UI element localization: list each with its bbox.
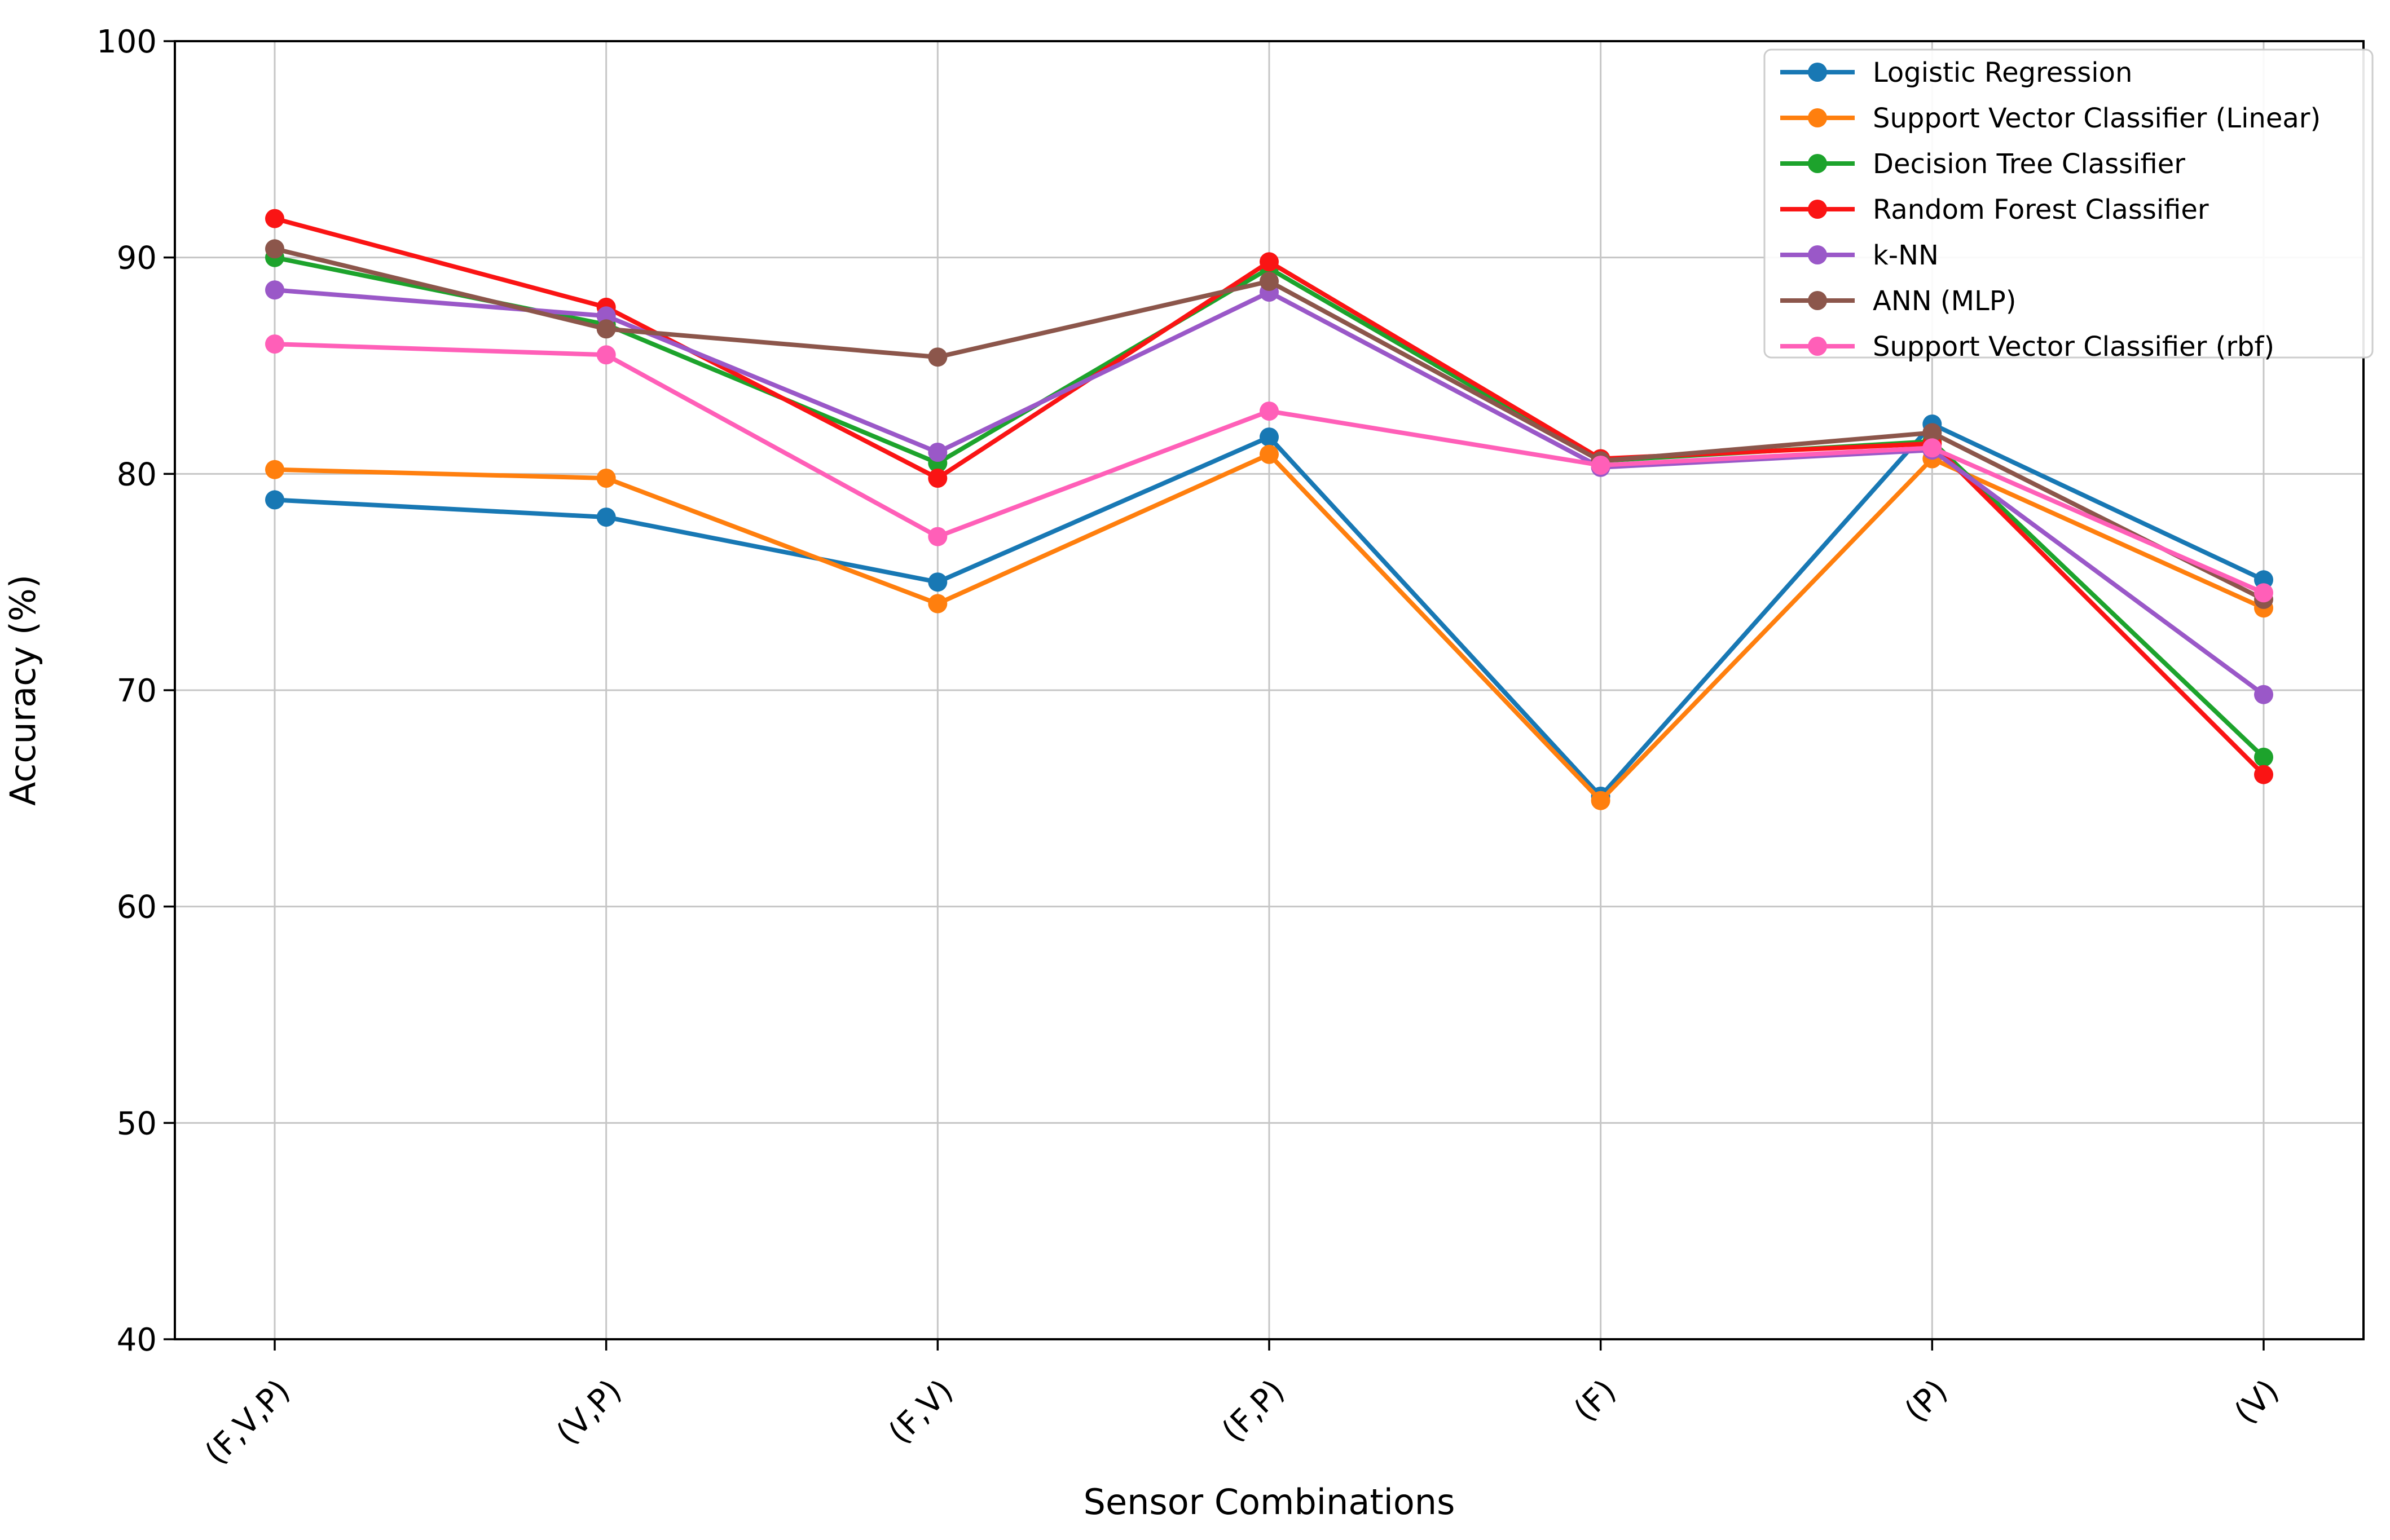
data-point-marker xyxy=(1922,423,1942,443)
data-point-marker xyxy=(2254,583,2273,603)
legend-item: Support Vector Classifier (rbf) xyxy=(1780,331,2274,363)
legend-item: Decision Tree Classifier xyxy=(1780,148,2185,180)
legend-item: ANN (MLP) xyxy=(1780,285,2016,317)
legend-marker xyxy=(1808,200,1827,219)
data-point-marker xyxy=(1591,791,1610,810)
x-tick-label: (V) xyxy=(2228,1373,2286,1431)
axis-ticks xyxy=(164,40,2265,1351)
legend-label: Decision Tree Classifier xyxy=(1873,148,2185,180)
series-group xyxy=(265,209,2273,810)
data-point-marker xyxy=(265,460,284,479)
legend-label: Logistic Regression xyxy=(1873,57,2132,89)
x-tick-label: (F) xyxy=(1567,1373,1623,1429)
legend: Logistic Regression Support Vector Classi… xyxy=(1763,48,2374,363)
x-tick-label: (V,P) xyxy=(549,1373,628,1451)
data-point-marker xyxy=(596,319,616,339)
x-tick-labels: (F,V,P) (V,P) (F,V) (F,P) (F) (P) (V) xyxy=(198,1373,2286,1472)
data-point-marker xyxy=(1260,427,1279,447)
y-tick-label: 90 xyxy=(117,240,157,277)
data-point-marker xyxy=(1260,271,1279,291)
legend-label: k-NN xyxy=(1873,240,1939,271)
data-point-marker xyxy=(928,527,948,546)
legend-marker xyxy=(1808,337,1827,356)
y-tick-labels: 40 50 60 70 80 90 100 xyxy=(96,24,157,1358)
data-point-marker xyxy=(1260,252,1279,272)
legend-marker xyxy=(1808,154,1827,173)
data-point-marker xyxy=(596,345,616,365)
y-tick-label: 40 xyxy=(117,1322,157,1358)
legend-marker xyxy=(1808,291,1827,310)
y-axis-title: Accuracy (%) xyxy=(2,575,43,806)
legend-box xyxy=(1763,48,2374,359)
series-support-vector-classifier-rbf xyxy=(265,334,2273,603)
x-axis-title: Sensor Combinations xyxy=(1084,1481,1455,1523)
legend-item: Support Vector Classifier (Linear) xyxy=(1780,103,2321,134)
legend-label: Support Vector Classifier (Linear) xyxy=(1873,103,2321,134)
data-point-marker xyxy=(1591,456,1610,475)
data-point-marker xyxy=(265,334,284,354)
y-tick-label: 100 xyxy=(96,24,157,60)
y-tick-label: 50 xyxy=(117,1105,157,1142)
data-point-marker xyxy=(265,280,284,300)
legend-label: Random Forest Classifier xyxy=(1873,194,2209,226)
legend-item: k-NN xyxy=(1780,240,1939,271)
data-point-marker xyxy=(928,443,948,462)
data-point-marker xyxy=(596,508,616,527)
legend-label: ANN (MLP) xyxy=(1873,285,2016,317)
data-point-marker xyxy=(265,490,284,510)
data-point-marker xyxy=(1922,438,1942,458)
y-tick-label: 60 xyxy=(117,889,157,926)
legend-marker xyxy=(1808,63,1827,82)
data-point-marker xyxy=(265,239,284,259)
legend-marker xyxy=(1808,108,1827,127)
data-point-marker xyxy=(1260,444,1279,464)
data-point-marker xyxy=(928,594,948,614)
y-tick-label: 70 xyxy=(117,673,157,709)
data-point-marker xyxy=(928,469,948,488)
y-tick-label: 80 xyxy=(117,456,157,493)
data-point-marker xyxy=(928,572,948,592)
data-point-marker xyxy=(2254,747,2273,767)
data-point-marker xyxy=(2254,765,2273,784)
legend-marker xyxy=(1808,245,1827,264)
x-tick-label: (F,V) xyxy=(882,1373,960,1451)
data-point-marker xyxy=(265,209,284,228)
data-point-marker xyxy=(1260,401,1279,421)
x-tick-label: (F,P) xyxy=(1215,1373,1292,1449)
legend-item: Random Forest Classifier xyxy=(1780,194,2209,226)
legend-label: Support Vector Classifier (rbf) xyxy=(1873,331,2274,363)
x-tick-label: (F,V,P) xyxy=(198,1373,297,1472)
x-tick-label: (P) xyxy=(1898,1373,1955,1429)
legend-item: Logistic Regression xyxy=(1780,57,2132,89)
data-point-marker xyxy=(928,347,948,367)
data-point-marker xyxy=(596,469,616,488)
data-point-marker xyxy=(2254,685,2273,704)
